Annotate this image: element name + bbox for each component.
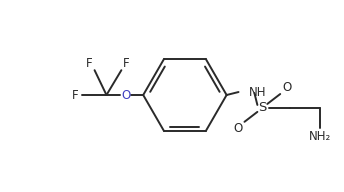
Text: S: S: [258, 101, 267, 114]
Text: NH: NH: [248, 85, 266, 98]
Text: F: F: [123, 57, 130, 70]
Text: F: F: [72, 89, 78, 102]
Text: O: O: [233, 122, 242, 135]
Text: NH₂: NH₂: [309, 130, 331, 143]
Text: O: O: [122, 89, 131, 102]
Text: O: O: [282, 81, 292, 94]
Text: F: F: [86, 57, 93, 70]
